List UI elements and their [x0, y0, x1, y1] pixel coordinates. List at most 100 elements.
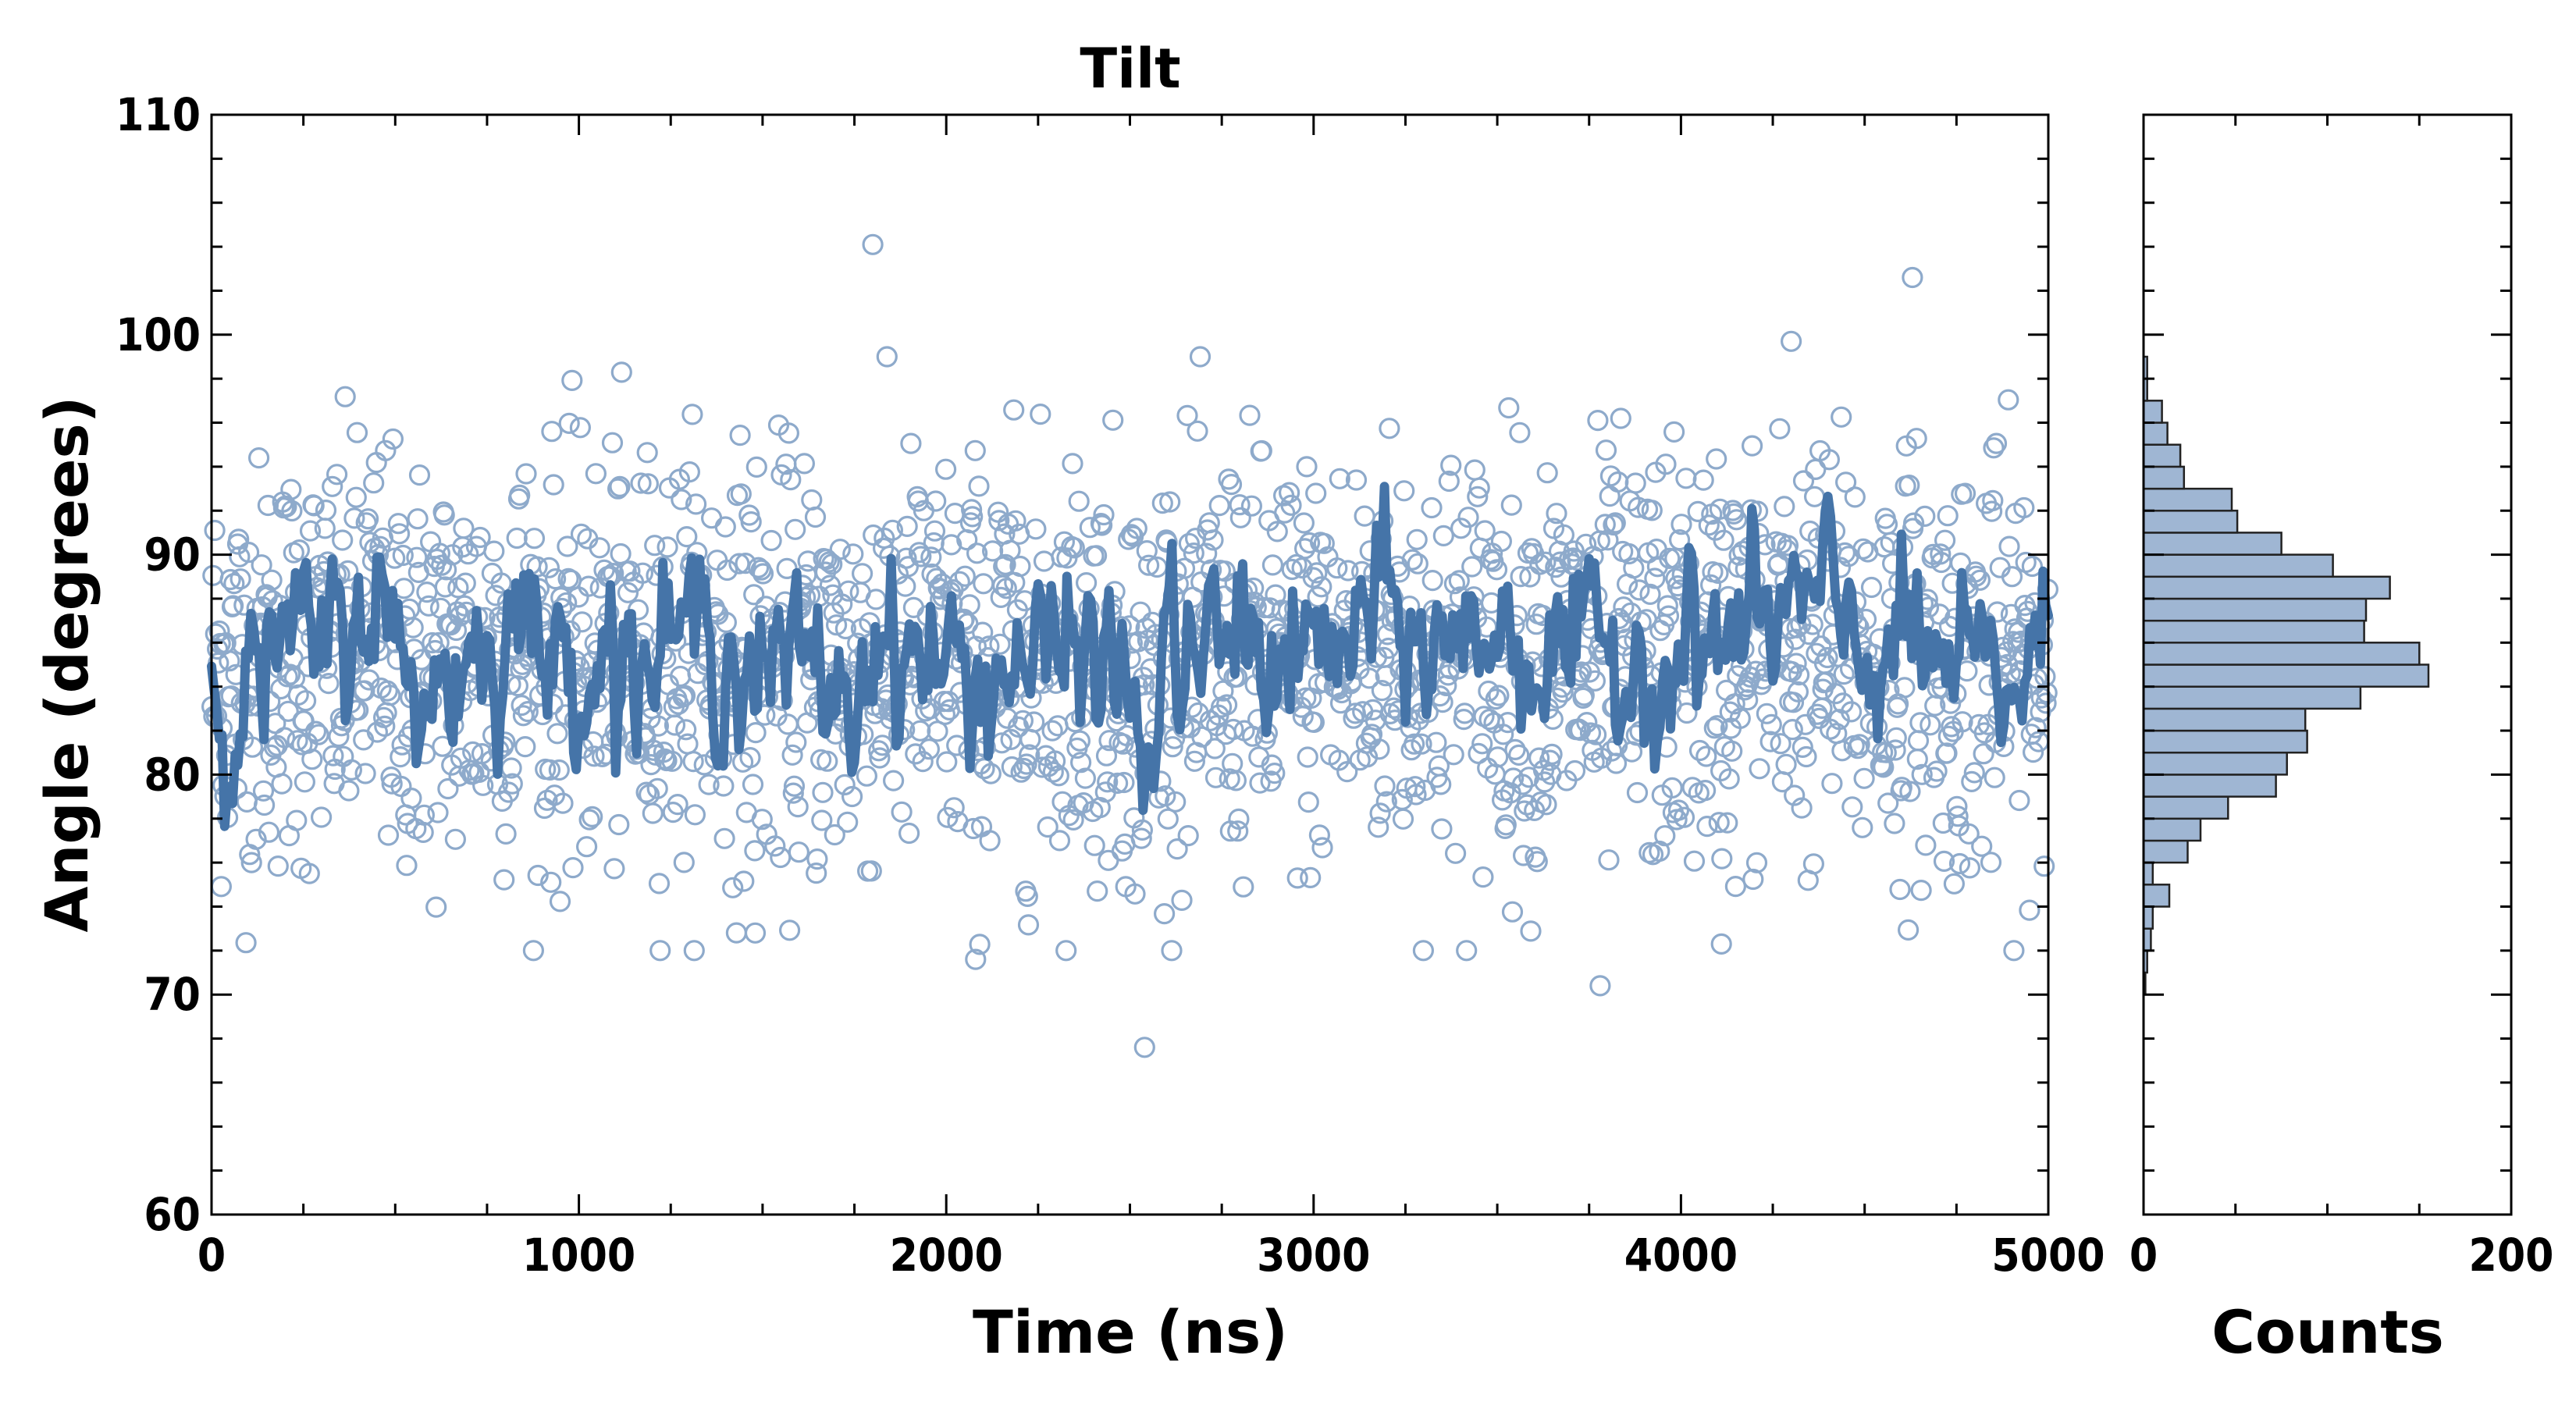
scatter-point: [729, 424, 751, 446]
scatter-point: [1504, 738, 1526, 761]
scatter-point: [1595, 439, 1617, 461]
scatter-point: [1369, 802, 1391, 824]
scatter-point: [245, 828, 267, 850]
scatter-point: [603, 858, 625, 880]
scatter-point: [1726, 509, 1748, 531]
scatter-point: [801, 489, 823, 511]
scatter-point: [552, 792, 574, 814]
scatter-point: [1661, 777, 1683, 799]
histogram-bar: [2142, 751, 2288, 776]
scatter-point: [1909, 712, 1931, 734]
scatter-point: [561, 369, 583, 391]
scatter-point: [1161, 940, 1183, 962]
scatter-point: [1573, 685, 1595, 706]
scatter-point: [898, 822, 920, 845]
scatter-point: [1899, 781, 1921, 802]
scatter-point: [1745, 852, 1768, 873]
scatter-point: [1227, 820, 1249, 842]
scatter-point: [959, 594, 980, 616]
scatter-point: [2008, 789, 2030, 812]
scatter-point: [1485, 688, 1507, 710]
scatter-point: [1894, 677, 1916, 699]
scatter-point: [2030, 687, 2052, 709]
scatter-point: [1654, 825, 1676, 847]
scatter-point: [851, 563, 873, 585]
scatter-point: [1775, 753, 1797, 775]
scatter-point: [1313, 532, 1335, 554]
scatter-point: [972, 621, 994, 643]
scatter-point: [1461, 556, 1483, 578]
scatter-point: [1300, 866, 1322, 889]
scatter-point: [345, 486, 367, 508]
scatter-point: [1821, 773, 1843, 795]
scatter-point: [1985, 432, 2008, 454]
scatter-point: [684, 804, 706, 826]
scatter-point: [1037, 816, 1059, 838]
scatter-point: [1017, 914, 1040, 936]
scatter-point: [1587, 409, 1609, 432]
scatter-point: [785, 731, 807, 753]
scatter-point: [842, 543, 864, 565]
scatter-point: [1229, 494, 1251, 516]
scatter-point: [571, 611, 593, 633]
scatter-point: [248, 446, 270, 469]
scatter-point: [1828, 709, 1850, 731]
scatter-point: [1490, 530, 1513, 553]
scatter-point: [1655, 454, 1677, 475]
scatter-point: [2001, 566, 2023, 588]
scatter-point: [1296, 456, 1318, 478]
scatter-point: [742, 774, 764, 795]
scatter-point: [923, 520, 946, 542]
scatter-point: [1884, 739, 1906, 761]
scatter-point: [1698, 514, 1720, 536]
scatter-point: [1835, 471, 1857, 493]
histogram-bar: [2142, 685, 2362, 710]
scatter-point: [1911, 763, 1933, 785]
scatter-point: [382, 428, 404, 450]
scatter-point: [1594, 514, 1616, 535]
x-tick-labels: 0 1000 2000 3000 4000 5000: [197, 1229, 2105, 1282]
scatter-point: [240, 852, 262, 873]
scatter-point-outlier: [1902, 266, 1923, 289]
scatter-point-outlier: [862, 233, 884, 255]
scatter-point: [1074, 767, 1097, 789]
scatter-point: [1025, 518, 1047, 540]
scatter-point: [469, 526, 491, 549]
scatter-point: [354, 680, 375, 702]
y-tick-labels: 60 70 80 90 100 110: [116, 88, 201, 1241]
scatter-point: [1131, 819, 1154, 841]
scatter-point: [777, 422, 800, 444]
scatter-point: [781, 744, 803, 766]
scatter-point: [1358, 667, 1380, 689]
scatter-point: [1091, 514, 1113, 536]
scatter-point: [1936, 742, 1958, 764]
scatter-point: [413, 804, 436, 826]
scatter-point: [281, 500, 303, 522]
scatter-point: [1875, 742, 1897, 763]
scatter-point: [1183, 750, 1206, 772]
scatter-point: [1412, 940, 1435, 962]
scatter-point: [1718, 768, 1740, 790]
scatter-point: [973, 573, 994, 595]
scatter-point: [1599, 485, 1621, 507]
scatter-point: [544, 567, 567, 590]
scatter-point: [1624, 472, 1646, 494]
scatter-point: [1159, 491, 1181, 513]
scatter-point: [1709, 498, 1731, 520]
scatter-point: [646, 777, 668, 799]
scatter-point: [527, 864, 549, 887]
scatter-point: [1087, 880, 1108, 902]
scatter-point: [829, 539, 851, 560]
scatter-point: [1535, 551, 1557, 573]
scatter-point: [825, 614, 848, 636]
scatter-point: [2033, 855, 2055, 877]
scatter-point: [1239, 404, 1261, 426]
scatter-point: [1126, 518, 1147, 539]
scatter-point: [493, 869, 515, 891]
scatter-point: [376, 680, 398, 702]
scatter-point: [407, 508, 429, 530]
scatter-point: [299, 520, 322, 542]
scatter-point: [1097, 771, 1119, 793]
scatter-point: [1954, 482, 1976, 504]
scatter-point: [358, 508, 379, 530]
